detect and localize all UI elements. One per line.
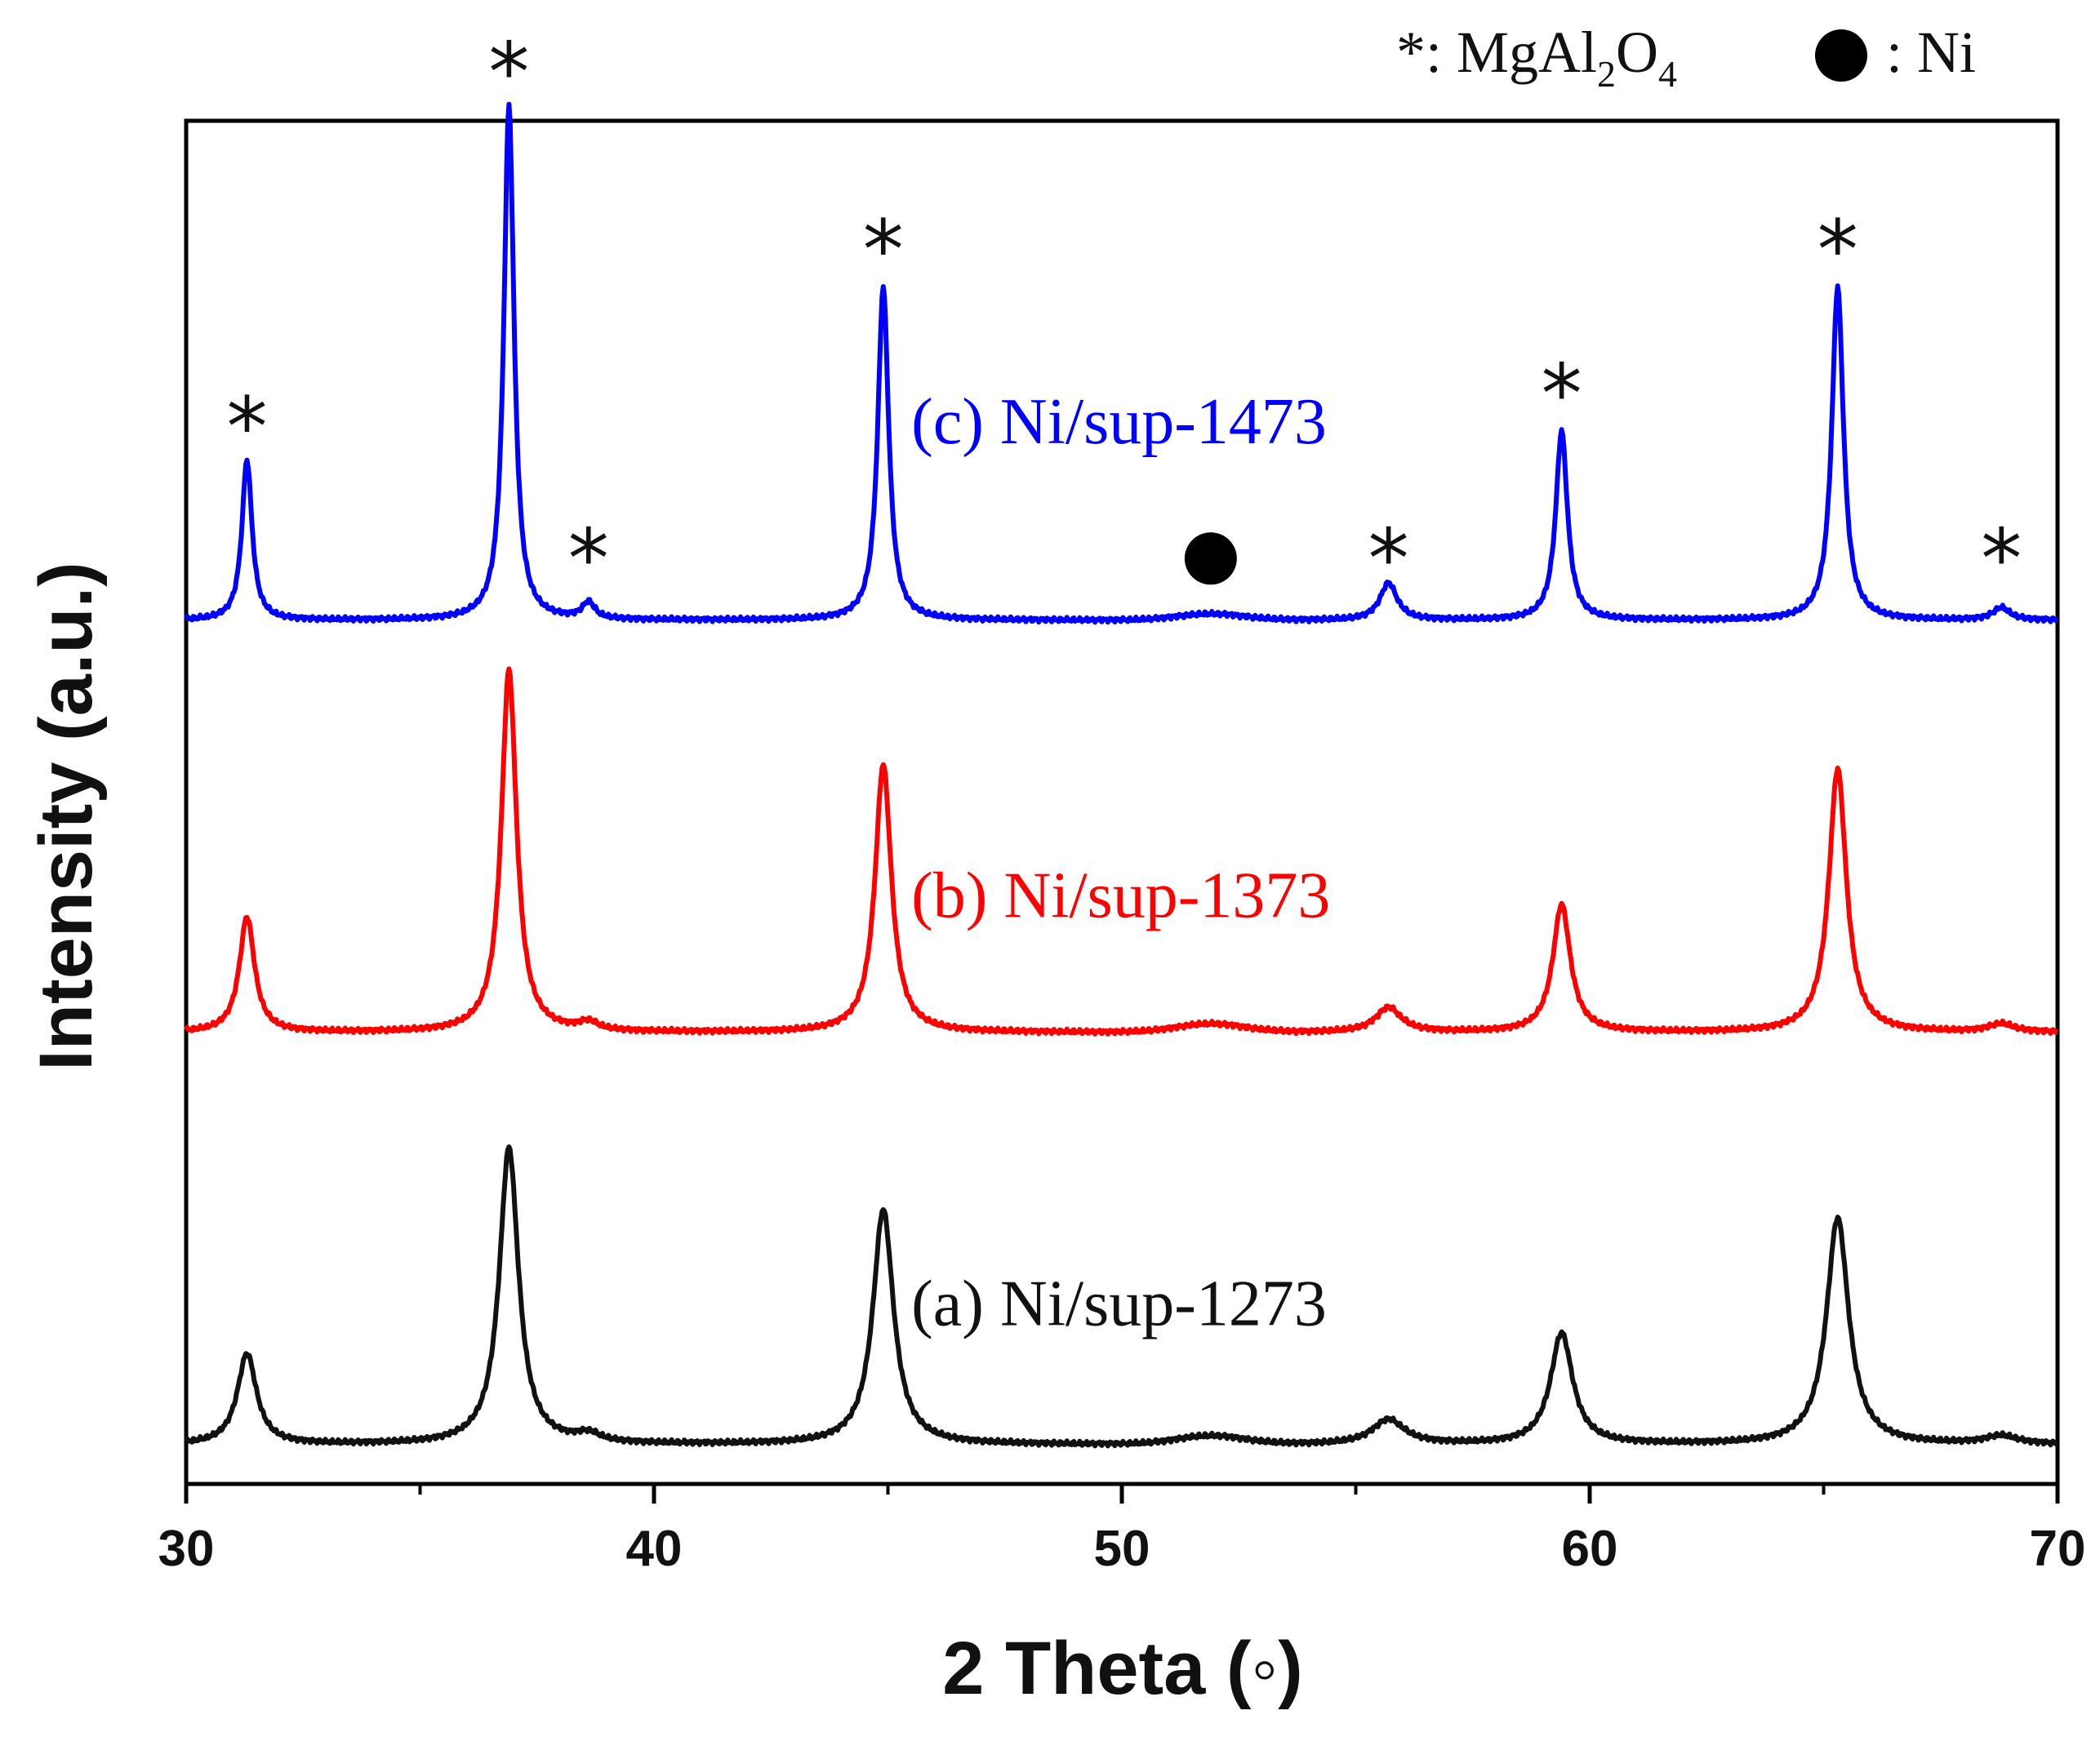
peak-annotations: * * * * * * * * xyxy=(226,24,2022,606)
x-axis-ticks: 30 40 50 60 70 xyxy=(158,1484,2086,1577)
spinel-peak-marker: * xyxy=(568,511,609,606)
legend: *: MgAl2O4 : Ni xyxy=(1396,20,1976,95)
x-tick-label: 40 xyxy=(626,1521,683,1577)
x-tick-label: 60 xyxy=(1562,1521,1618,1577)
spinel-peak-marker: * xyxy=(1542,346,1582,442)
x-tick-label: 30 xyxy=(158,1521,215,1577)
legend-spinel-symbol: * xyxy=(1396,20,1426,85)
x-tick-label: 70 xyxy=(2030,1521,2086,1577)
series-line xyxy=(184,101,2059,625)
spinel-peak-marker: * xyxy=(1368,511,1409,606)
spinel-peak-marker: * xyxy=(226,379,267,474)
spinel-peak-marker: * xyxy=(1981,511,2022,606)
spinel-peak-marker: * xyxy=(488,24,529,120)
series-label: (a) Ni/sup-1273 xyxy=(911,1268,1327,1340)
series-layer: (a) Ni/sup-1273 (b) Ni/sup-1373 (c) Ni/sup… xyxy=(184,101,2059,1449)
y-axis-title: Intensity (a.u.) xyxy=(24,562,108,1071)
series-line xyxy=(184,666,2059,1037)
series-line xyxy=(184,1144,2059,1449)
spinel-peak-marker: * xyxy=(1817,202,1858,297)
series-label: (c) Ni/sup-1473 xyxy=(911,386,1327,458)
series-label: (b) Ni/sup-1373 xyxy=(911,860,1330,932)
ni-peak-marker-icon xyxy=(1184,532,1237,585)
legend-spinel-entry: *: MgAl2O4 xyxy=(1396,20,1677,95)
spinel-peak-marker: * xyxy=(863,202,904,297)
x-tick-label: 50 xyxy=(1094,1521,1150,1577)
legend-ni-entry: : Ni xyxy=(1886,20,1976,85)
legend-ni-dot-icon xyxy=(1815,29,1867,82)
x-axis-title: 2 Theta (◦) xyxy=(942,1627,1303,1710)
